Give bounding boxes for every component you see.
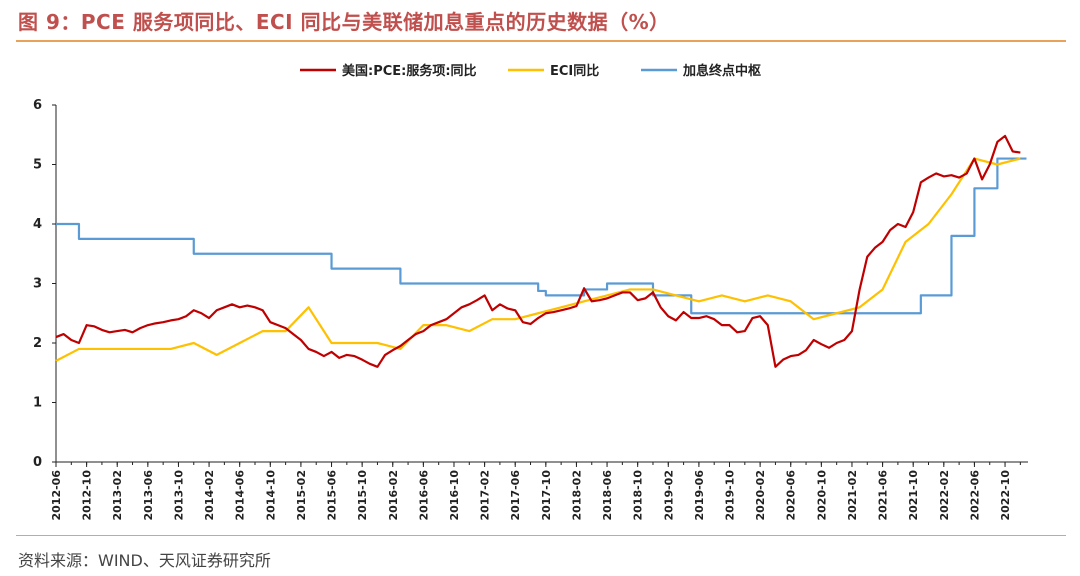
title-divider [16,40,1066,42]
x-tick-label: 2016-10 [448,470,461,521]
x-tick-label: 2012-10 [81,470,94,521]
x-tick-label: 2013-06 [142,470,155,521]
x-tick-label: 2020-02 [754,470,767,521]
x-tick-label: 2018-02 [570,470,583,521]
x-tick-label: 2017-06 [509,470,522,521]
source-note: 资料来源：WIND、天风证券研究所 [18,551,271,570]
x-tick-label: 2019-10 [724,470,737,521]
series-line-1 [55,157,1021,362]
legend-label-1: ECI同比 [550,63,599,79]
y-tick-label: 3 [33,277,42,292]
x-tick-label: 2017-10 [540,470,553,521]
x-tick-label: 2018-06 [601,470,614,521]
x-tick-label: 2022-10 [999,470,1012,521]
series-line-0 [55,134,1021,368]
x-tick-label: 2015-02 [295,470,308,521]
y-tick-label: 4 [33,217,42,232]
y-tick-label: 0 [33,455,42,470]
x-tick-label: 2021-06 [877,470,890,521]
x-tick-label: 2020-06 [785,470,798,521]
x-tick-label: 2022-02 [938,470,951,521]
legend-label-2: 加息终点中枢 [682,63,761,79]
x-tick-label: 2015-10 [356,470,369,521]
x-tick-label: 2014-10 [264,470,277,521]
y-tick-label: 6 [33,98,42,113]
x-tick-label: 2016-02 [387,470,400,521]
figure-title: 图 9：PCE 服务项同比、ECI 同比与美联储加息重点的历史数据（%） [18,10,670,34]
x-tick-label: 2015-06 [326,470,339,521]
chart-legend: 美国:PCE:服务项:同比 ECI同比 加息终点中枢 [300,63,761,79]
x-tick-label: 2019-02 [662,470,675,521]
x-tick-label: 2021-10 [907,470,920,521]
y-tick-label: 1 [33,396,42,411]
x-tick-label: 2013-02 [111,470,124,521]
y-tick-label: 5 [33,158,42,173]
source-divider [16,535,1066,536]
x-tick-label: 2019-06 [693,470,706,521]
y-tick-label: 2 [33,336,42,351]
x-tick-label: 2022-06 [968,470,981,521]
x-tick-label: 2014-02 [203,470,216,521]
series-line-2 [56,157,1027,315]
x-tick-label: 2016-06 [417,470,430,521]
series-layer [55,134,1027,368]
x-tick-label: 2013-10 [172,470,185,521]
chart-axes: 0 1 2 3 4 5 6 2012-06 2012-10 2013-02 2013-06 2013-… [33,98,1028,521]
x-tick-label: 2018-10 [632,470,645,521]
legend-label-0: 美国:PCE:服务项:同比 [342,63,477,79]
x-tick-label: 2017-02 [479,470,492,521]
x-tick-label: 2014-06 [234,470,247,521]
x-tick-label: 2012-06 [50,470,63,521]
x-tick-label: 2020-10 [815,470,828,521]
x-tick-label: 2021-02 [846,470,859,521]
